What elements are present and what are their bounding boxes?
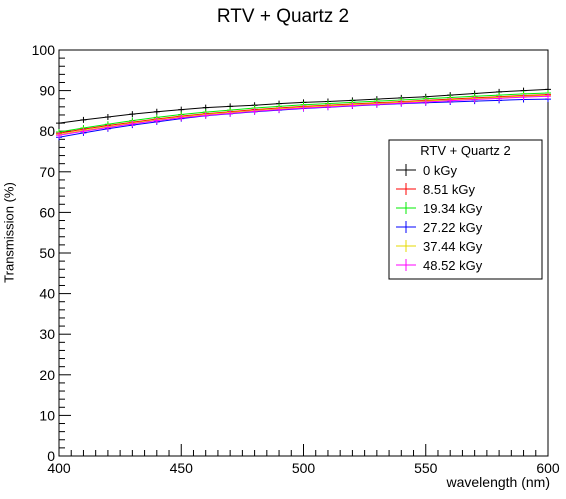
y-tick-label: 50	[39, 245, 55, 261]
y-tick-label: 80	[39, 123, 55, 139]
y-tick-label: 10	[39, 407, 55, 423]
data-point	[373, 101, 380, 108]
data-point	[276, 106, 283, 113]
x-tick-label: 450	[170, 460, 194, 476]
data-point	[398, 100, 405, 107]
y-tick-label: 90	[39, 83, 55, 99]
x-tick-label: 600	[536, 460, 560, 476]
data-point	[447, 97, 454, 104]
data-point	[545, 93, 551, 100]
data-point	[496, 95, 503, 102]
chart-title: RTV + Quartz 2	[216, 6, 350, 27]
legend-label: 27.22 kGy	[423, 220, 483, 235]
data-point	[227, 110, 234, 117]
data-point	[324, 103, 331, 110]
legend-marker	[396, 183, 416, 195]
data-point	[80, 116, 87, 123]
legend-marker	[396, 202, 416, 214]
data-point	[129, 120, 136, 127]
y-tick-label: 20	[39, 367, 55, 383]
y-tick-label: 40	[39, 286, 55, 302]
data-point	[202, 112, 209, 119]
legend-marker	[396, 259, 416, 271]
data-point	[520, 94, 527, 101]
data-point	[129, 111, 136, 118]
y-tick-label: 100	[32, 42, 56, 58]
data-point	[104, 124, 111, 131]
data-point	[56, 132, 62, 139]
series-48-52-kgy	[56, 93, 551, 139]
legend-label: 48.52 kGy	[423, 258, 483, 273]
legend-label: 37.44 kGy	[423, 239, 483, 254]
y-tick-label: 0	[47, 448, 55, 464]
y-tick-label: 70	[39, 164, 55, 180]
data-point	[153, 117, 160, 124]
data-point	[300, 105, 307, 112]
legend-marker	[396, 164, 416, 176]
data-point	[422, 98, 429, 105]
legend-label: 0 kGy	[423, 163, 457, 178]
legend-marker	[396, 221, 416, 233]
data-point	[104, 113, 111, 120]
data-point	[153, 108, 160, 115]
data-point	[251, 108, 258, 115]
x-axis-label: wavelength (nm)	[446, 474, 551, 490]
legend-marker	[396, 240, 416, 252]
series-19-34-kgy	[56, 90, 551, 136]
legend-title: RTV + Quartz 2	[420, 143, 510, 158]
y-tick-label: 60	[39, 204, 55, 220]
y-tick-label: 30	[39, 326, 55, 342]
x-tick-label: 400	[47, 460, 71, 476]
legend-label: 19.34 kGy	[423, 201, 483, 216]
data-point	[80, 128, 87, 135]
legend-box	[388, 139, 543, 280]
x-tick-label: 550	[414, 460, 438, 476]
x-tick-label: 500	[292, 460, 316, 476]
data-point	[56, 120, 62, 127]
data-point	[471, 96, 478, 103]
data-point	[349, 102, 356, 109]
legend-label: 8.51 kGy	[423, 182, 476, 197]
data-point	[178, 114, 185, 121]
